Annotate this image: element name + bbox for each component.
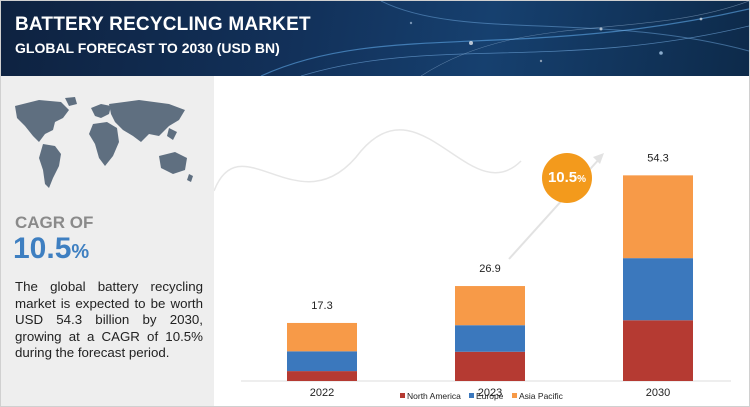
- bar-2030-europe: [623, 258, 693, 321]
- growth-badge-percent: %: [577, 174, 587, 185]
- bar-2023-north-america: [455, 351, 525, 381]
- growth-badge-number: 10.5: [547, 169, 578, 186]
- cagr-number: 10.5: [13, 232, 72, 265]
- legend-swatch-europe: [469, 393, 474, 398]
- legend-label-north-america: North America: [407, 391, 461, 401]
- x-tick-label-2023: 2023: [478, 387, 502, 399]
- chart-title: BATTERY RECYCLING MARKET: [15, 14, 311, 35]
- legend-label-asia-pacific: Asia Pacific: [519, 391, 564, 401]
- bar-2030-north-america: [623, 320, 693, 381]
- cagr-value: 10.5%: [13, 232, 89, 266]
- growth-arrow-head-icon: [593, 153, 604, 164]
- bar-2022-europe: [287, 351, 357, 372]
- bar-2022-north-america: [287, 371, 357, 381]
- left-panel: CAGR OF 10.5% The global battery recycli…: [1, 76, 214, 406]
- stacked-bar-chart: 17.3 2022 26.9 2023 54.3 2030 North America Eu…: [214, 129, 731, 401]
- bar-2030-asia-pacific: [623, 175, 693, 259]
- header-light-streaks: [260, 1, 749, 76]
- world-map-icon: [15, 97, 193, 188]
- legend-swatch-north-america: [400, 393, 405, 398]
- bar-2023-europe: [455, 325, 525, 352]
- bar-2022-asia-pacific: [287, 322, 357, 352]
- total-label-2030: 54.3: [647, 152, 668, 164]
- chart-subtitle: GLOBAL FORECAST TO 2030 (USD BN): [15, 40, 280, 56]
- cagr-percent: %: [71, 241, 90, 263]
- x-tick-label-2022: 2022: [310, 387, 334, 399]
- total-label-2022: 17.3: [311, 300, 332, 312]
- x-tick-label-2030: 2030: [646, 387, 670, 399]
- cagr-label: CAGR OF: [15, 213, 94, 232]
- market-description: The global battery recycling market is e…: [15, 279, 203, 361]
- total-label-2023: 26.9: [479, 263, 500, 275]
- bar-2023-asia-pacific: [455, 286, 525, 326]
- legend-label-europe: Europe: [476, 391, 504, 401]
- cagr-growth-badge: 10.5%: [542, 153, 592, 203]
- decorative-swoosh: [214, 129, 522, 192]
- legend-swatch-asia-pacific: [512, 393, 517, 398]
- header-banner: BATTERY RECYCLING MARKET GLOBAL FORECAST…: [1, 1, 749, 76]
